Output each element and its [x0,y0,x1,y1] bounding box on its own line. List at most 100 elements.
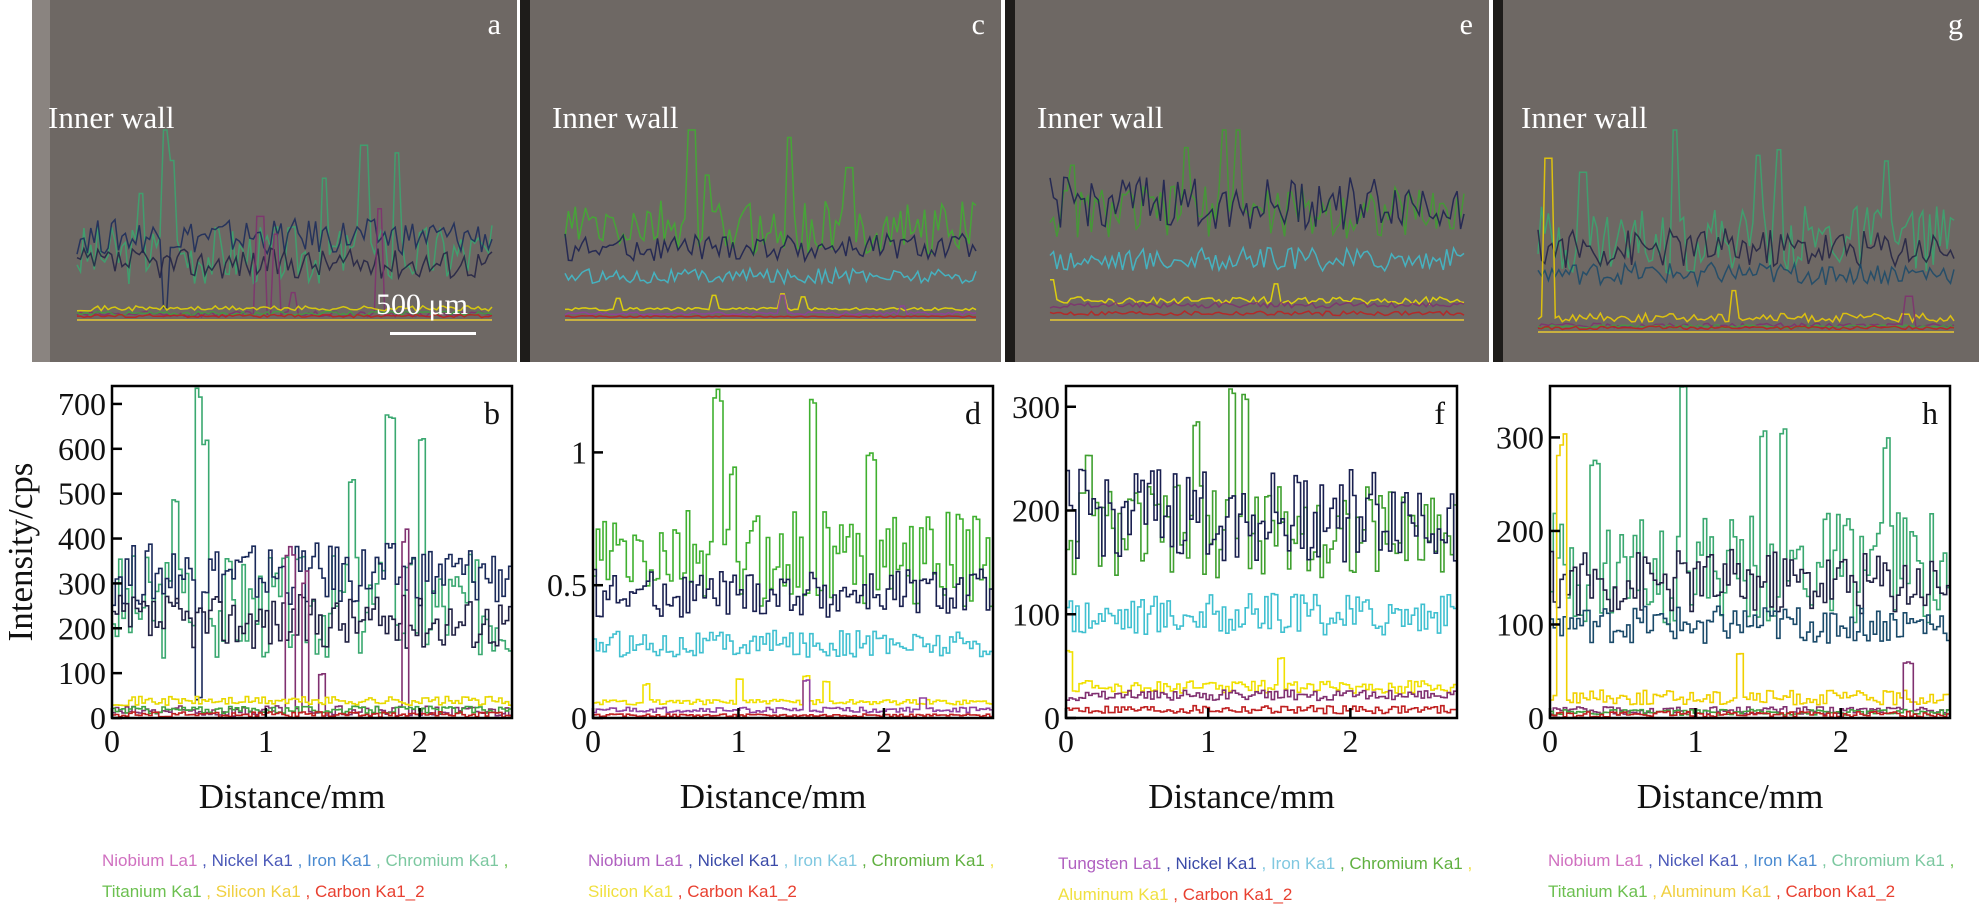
x-axis-label: Distance/mm [1148,777,1335,816]
legend-item: Aluminum Ka1 [1660,882,1772,901]
legend-item: Carbon Ka1_2 [314,882,425,901]
legend-h: Niobium La1 , Nickel Ka1 , Iron Ka1 , Ch… [1548,845,1968,907]
panel-label-f: f [1434,395,1445,431]
legend-separator: , [201,882,216,901]
legend-item: Chromium Ka1 [1831,851,1945,870]
inner-wall-edge [1005,0,1015,362]
legend-item: Titanium Ka1 [102,882,202,901]
series-group [1066,388,1457,715]
legend-separator: , [1944,851,1955,870]
legend-separator: , [498,851,509,870]
y-tick-label: 0 [571,700,587,736]
series-iron-ka1 [1550,605,1950,644]
x-tick-label: 2 [1342,723,1358,759]
legend-separator: , [300,882,315,901]
y-tick-label: 700 [58,386,106,422]
series-nickel-ka1 [1550,548,1950,616]
y-tick-label: 300 [58,565,106,601]
series-iron-ka1 [1066,592,1457,636]
legend-item: Nickel Ka1 [211,851,293,870]
y-tick-label: 0 [1528,700,1544,736]
sem-profile-iron-ka1 [1537,260,1955,288]
legend-separator: , [292,851,308,870]
legend-item: Silicon Ka1 [215,882,301,901]
y-tick-label: 0.5 [547,567,587,603]
panel-label-a: a [487,8,501,41]
series-aluminum-ka1 [1066,649,1457,694]
legend-separator: , [984,851,995,870]
sem-profile-silicon-ka1 [76,304,493,312]
y-tick-label: 200 [1496,513,1544,549]
y-tick-label: 200 [1012,493,1060,529]
y-tick-label: 300 [1012,389,1060,425]
legend-separator: , [1462,854,1473,873]
panel-label-g: g [1948,8,1963,41]
series-nickel-ka1 [593,568,993,618]
inner-wall-label-g: Inner wall [1521,100,1648,135]
sem-overlay-a [32,0,493,362]
legend-separator: , [1335,854,1350,873]
legend-item: Niobium La1 [1548,851,1644,870]
legend-separator: , [1256,854,1271,873]
sem-profile-iron-ka1 [1049,245,1465,273]
x-axis-label: Distance/mm [1637,777,1824,816]
legend-separator: , [1643,851,1658,870]
x-tick-label: 1 [1200,723,1216,759]
legend-separator: , [1168,885,1183,904]
series-group [112,387,512,718]
sem-profile-silicon-ka1 [564,293,977,312]
sem-profile-nickel-ka1 [1537,227,1955,270]
sem-profile-carbon-ka1-2 [564,314,977,318]
series-iron-ka1 [112,542,512,701]
y-tick-label: 0 [90,700,106,736]
legend-separator: , [683,851,698,870]
series-tungsten-la1 [1066,689,1457,702]
legend-separator: , [371,851,386,870]
series-aluminum-ka1 [1550,433,1950,706]
sem-panel-g: g Inner wall [1493,0,1979,362]
plot-frame [110,384,514,720]
legend-separator: , [1161,854,1176,873]
x-tick-label: 2 [876,723,892,759]
y-tick-label: 500 [58,476,106,512]
legend-item: Iron Ka1 [1270,854,1336,873]
series-carbon-ka1-2 [112,711,512,718]
series-chromium-ka1 [1550,386,1950,626]
legend-separator: , [197,851,212,870]
panel-label-d: d [965,395,981,431]
series-carbon-ka1-2 [1550,710,1950,718]
y-tick-label: 600 [58,431,106,467]
legend-item: Aluminum Ka1 [1058,885,1169,904]
inner-wall-edge [520,0,530,362]
sem-profile-nickel-ka1 [1049,175,1465,232]
x-tick-label: 0 [585,723,601,759]
legend-separator: , [1771,882,1786,901]
y-axis-label: Intensity/cps [1,463,40,642]
sem-overlay-c [520,0,977,362]
series-nickel-ka1 [1066,468,1457,563]
y-tick-label: 100 [58,655,106,691]
y-tick-label: 200 [58,610,106,646]
legend-item: Carbon Ka1_2 [1182,885,1293,904]
sem-panel-c: c Inner wall [520,0,1001,362]
legend-separator: , [1647,882,1661,901]
sem-profile-iron-ka1 [564,266,977,286]
legend-item: Iron Ka1 [793,851,858,870]
legend-item: Carbon Ka1_2 [687,882,797,901]
legend-d: Niobium La1 , Nickel Ka1 , Iron Ka1 , Ch… [588,845,1008,907]
x-axis-label: Distance/mm [199,777,386,816]
sem-profile-tungsten-la1 [1049,301,1465,309]
legend-item: Tungsten La1 [1058,854,1162,873]
y-tick-label: 1 [571,434,587,470]
legend-item: Chromium Ka1 [871,851,985,870]
legend-b: Niobium La1 , Nickel Ka1 , Iron Ka1 , Ch… [102,845,522,907]
legend-separator: , [673,882,688,901]
plot-frame [1064,384,1459,720]
legend-item: Nickel Ka1 [1175,854,1257,873]
sem-panel-e: e Inner wall [1005,0,1489,362]
sem-profile-carbon-ka1-2 [76,313,493,319]
sem-profile-aluminum-ka1 [1050,279,1465,306]
legend-item: Nickel Ka1 [697,851,779,870]
